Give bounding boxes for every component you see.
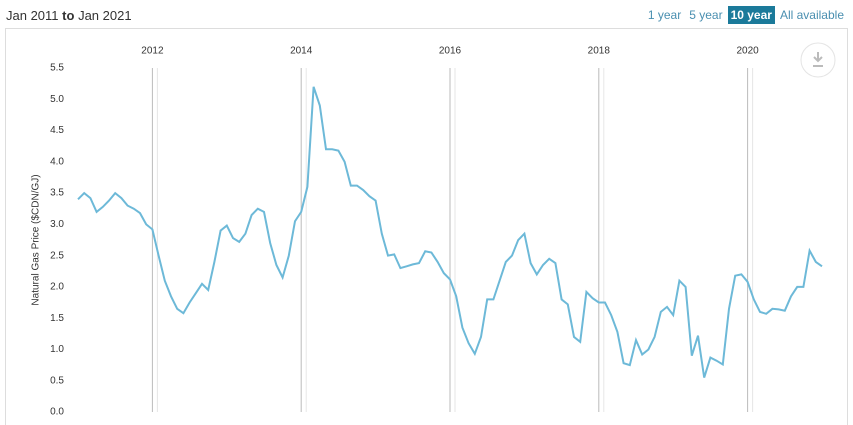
chart-frame [5,28,848,425]
x-tick-label: 2020 [736,46,759,57]
x-tick-label: 2018 [588,46,611,57]
y-tick-label: 2.0 [50,282,64,293]
y-tick-label: 1.0 [50,344,64,355]
range-button[interactable]: All available [779,8,844,22]
y-tick-label: 4.0 [50,156,64,167]
y-tick-label: 2.5 [50,250,64,261]
y-tick-label: 0.5 [50,375,64,386]
range-button[interactable]: 10 year [727,6,775,24]
x-tick-label: 2014 [290,46,313,57]
y-tick-label: 4.5 [50,125,64,136]
y-tick-label: 1.5 [50,313,64,324]
series-line [77,86,823,378]
range-buttons: 1 year 5 year 10 year All available [643,6,847,24]
range-start: Jan 2011 [6,8,59,23]
range-button[interactable]: 5 year [689,8,723,22]
y-tick-label: 3.5 [50,188,64,199]
range-button[interactable]: 1 year [647,8,682,22]
range-end: Jan 2021 [78,8,132,23]
y-tick-label: 3.0 [50,219,64,230]
download-button[interactable] [800,42,836,78]
y-tick-label: 0.0 [50,407,64,418]
x-tick-label: 2012 [141,46,164,57]
y-tick-label: 5.0 [50,94,64,105]
y-tick-label: 5.5 [50,63,64,74]
y-axis-label: Natural Gas Price ($CDN/GJ) [31,174,42,305]
x-tick-label: 2016 [439,46,462,57]
date-range: Jan 2011 to Jan 2021 [6,8,132,23]
range-joiner: to [62,8,75,23]
